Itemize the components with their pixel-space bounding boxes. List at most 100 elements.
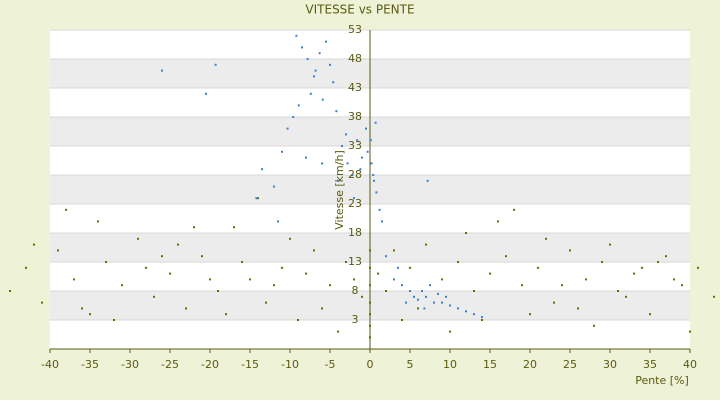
x-tick-label: 40 bbox=[683, 358, 697, 371]
point bbox=[465, 310, 467, 313]
x-tick-label: -15 bbox=[241, 358, 259, 371]
point bbox=[369, 324, 371, 327]
y-axis-title: Vitesse [km/h] bbox=[333, 150, 346, 230]
point bbox=[497, 220, 499, 223]
point bbox=[409, 266, 411, 269]
point bbox=[214, 63, 217, 66]
point bbox=[257, 197, 259, 200]
y-tick-label: 38 bbox=[348, 110, 362, 123]
point bbox=[177, 243, 179, 246]
y-tick-label: 53 bbox=[348, 23, 362, 36]
point bbox=[385, 255, 387, 258]
point bbox=[609, 243, 611, 246]
point bbox=[297, 319, 299, 321]
point bbox=[426, 179, 429, 182]
point bbox=[465, 232, 467, 234]
point bbox=[281, 150, 283, 153]
point bbox=[665, 255, 667, 258]
point bbox=[372, 174, 375, 176]
point bbox=[353, 278, 355, 281]
point bbox=[205, 92, 207, 95]
point bbox=[366, 150, 369, 153]
point bbox=[601, 261, 603, 263]
point bbox=[145, 266, 147, 269]
point bbox=[297, 104, 300, 107]
point bbox=[41, 301, 43, 304]
x-tick-label: 0 bbox=[367, 358, 374, 371]
point bbox=[273, 185, 275, 188]
point bbox=[89, 313, 91, 316]
point bbox=[318, 52, 321, 55]
point bbox=[369, 313, 371, 316]
point bbox=[261, 168, 263, 171]
point bbox=[537, 266, 539, 269]
y-tick-label: 18 bbox=[348, 226, 362, 239]
point bbox=[473, 313, 475, 316]
point bbox=[370, 162, 373, 165]
point bbox=[359, 168, 362, 171]
point bbox=[689, 330, 691, 333]
point bbox=[409, 290, 411, 292]
point bbox=[423, 307, 426, 310]
y-tick-label: 3 bbox=[352, 313, 359, 326]
y-tick-label: 23 bbox=[348, 197, 362, 210]
point bbox=[105, 261, 107, 263]
point bbox=[393, 249, 395, 252]
point bbox=[337, 179, 339, 182]
point bbox=[9, 290, 11, 292]
point bbox=[481, 316, 483, 319]
point bbox=[292, 116, 295, 118]
point bbox=[369, 266, 371, 269]
point bbox=[437, 292, 439, 295]
y-tick-label: 33 bbox=[348, 139, 362, 152]
point bbox=[375, 191, 378, 194]
point bbox=[681, 284, 683, 287]
point bbox=[473, 290, 475, 292]
point bbox=[321, 307, 323, 310]
x-axis-title: Pente [%] bbox=[635, 374, 689, 387]
point bbox=[301, 46, 303, 49]
point bbox=[417, 298, 419, 301]
point bbox=[329, 284, 331, 287]
point bbox=[429, 284, 431, 287]
point bbox=[137, 237, 139, 240]
point bbox=[81, 307, 83, 310]
x-tick-label: -20 bbox=[201, 358, 219, 371]
x-tick-label: -25 bbox=[161, 358, 179, 371]
point bbox=[345, 261, 347, 263]
point bbox=[649, 313, 651, 316]
point bbox=[513, 208, 515, 211]
point bbox=[305, 272, 307, 275]
x-tick-label: 20 bbox=[523, 358, 537, 371]
point bbox=[369, 301, 371, 304]
point bbox=[393, 278, 395, 281]
point bbox=[273, 284, 275, 287]
point bbox=[369, 139, 372, 142]
point bbox=[185, 307, 187, 310]
point bbox=[193, 226, 195, 229]
x-tick-label: -35 bbox=[81, 358, 99, 371]
point bbox=[377, 272, 379, 275]
point bbox=[577, 307, 579, 310]
point bbox=[369, 284, 371, 287]
point bbox=[381, 220, 383, 223]
point bbox=[373, 179, 375, 182]
x-tick-label: 35 bbox=[643, 358, 657, 371]
x-tick-label: 30 bbox=[603, 358, 617, 371]
point bbox=[306, 58, 309, 60]
point bbox=[593, 324, 595, 327]
point bbox=[337, 330, 339, 333]
point bbox=[346, 162, 349, 165]
point bbox=[361, 295, 363, 298]
point bbox=[405, 301, 407, 304]
point bbox=[457, 307, 459, 310]
point bbox=[433, 301, 435, 304]
point bbox=[209, 278, 211, 281]
y-tick-label: 8 bbox=[352, 284, 359, 297]
point bbox=[397, 266, 399, 269]
x-tick-label: -30 bbox=[121, 358, 139, 371]
point bbox=[449, 304, 451, 307]
y-tick-label: 48 bbox=[348, 52, 362, 65]
point bbox=[401, 319, 403, 321]
